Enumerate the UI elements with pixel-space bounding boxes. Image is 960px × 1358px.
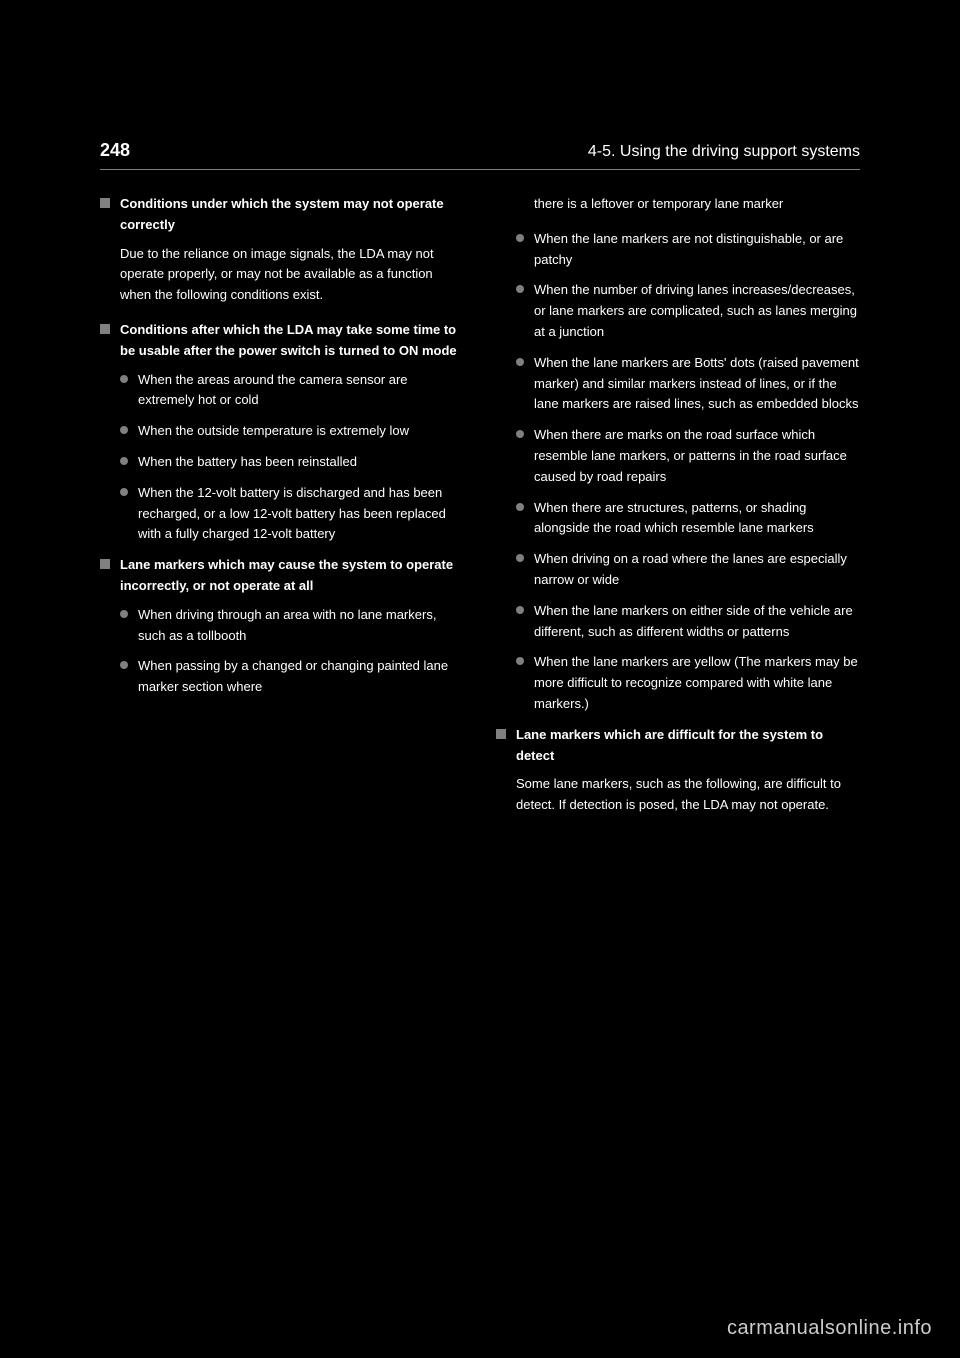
heading-item: Conditions under which the system may no… bbox=[100, 194, 464, 236]
bullet-dot-icon bbox=[120, 375, 128, 383]
bullet-text: When the lane markers are not distinguis… bbox=[534, 229, 860, 271]
bullet-item: When there are marks on the road surface… bbox=[516, 425, 860, 487]
bullet-item: When the lane markers are yellow (The ma… bbox=[516, 652, 860, 714]
section-title: 4-5. Using the driving support systems bbox=[588, 143, 860, 161]
heading-text: Lane markers which are difficult for the… bbox=[516, 725, 860, 767]
square-bullet-icon bbox=[100, 559, 110, 569]
bullet-dot-icon bbox=[516, 358, 524, 366]
bullet-text: When the 12-volt battery is discharged a… bbox=[138, 483, 464, 545]
bullet-dot-icon bbox=[516, 430, 524, 438]
body-text: Some lane markers, such as the following… bbox=[516, 774, 860, 816]
body-text: Due to the reliance on image signals, th… bbox=[120, 244, 464, 306]
bullet-text: When the areas around the camera sensor … bbox=[138, 370, 464, 412]
heading-item: Conditions after which the LDA may take … bbox=[100, 320, 464, 362]
manual-page: 248 4-5. Using the driving support syste… bbox=[0, 0, 960, 870]
bullet-dot-icon bbox=[120, 661, 128, 669]
square-bullet-icon bbox=[100, 324, 110, 334]
bullet-dot-icon bbox=[120, 426, 128, 434]
bullet-dot-icon bbox=[120, 457, 128, 465]
bullet-dot-icon bbox=[516, 285, 524, 293]
content-columns: Conditions under which the system may no… bbox=[100, 194, 860, 830]
bullet-item: When the areas around the camera sensor … bbox=[120, 370, 464, 412]
heading-text: Lane markers which may cause the system … bbox=[120, 555, 464, 597]
bullet-text: When there are structures, patterns, or … bbox=[534, 498, 860, 540]
bullet-text: When the lane markers are yellow (The ma… bbox=[534, 652, 860, 714]
page-header: 248 4-5. Using the driving support syste… bbox=[100, 140, 860, 170]
bullet-text: When driving on a road where the lanes a… bbox=[534, 549, 860, 591]
bullet-text: When driving through an area with no lan… bbox=[138, 605, 464, 647]
bullet-item: When the 12-volt battery is discharged a… bbox=[120, 483, 464, 545]
bullet-dot-icon bbox=[120, 610, 128, 618]
bullet-item: When the lane markers are not distinguis… bbox=[516, 229, 860, 271]
bullet-item: When the number of driving lanes increas… bbox=[516, 280, 860, 342]
bullet-item: When the lane markers are Botts' dots (r… bbox=[516, 353, 860, 415]
heading-item: Lane markers which may cause the system … bbox=[100, 555, 464, 597]
bullet-text: When the lane markers on either side of … bbox=[534, 601, 860, 643]
bullet-item: When the battery has been reinstalled bbox=[120, 452, 464, 473]
bullet-item: When passing by a changed or changing pa… bbox=[120, 656, 464, 698]
bullet-dot-icon bbox=[516, 503, 524, 511]
right-column: there is a leftover or temporary lane ma… bbox=[496, 194, 860, 830]
bullet-text: When the number of driving lanes increas… bbox=[534, 280, 860, 342]
continuation-text: there is a leftover or temporary lane ma… bbox=[534, 194, 860, 215]
page-number: 248 bbox=[100, 140, 130, 161]
bullet-text: When there are marks on the road surface… bbox=[534, 425, 860, 487]
heading-text: Conditions after which the LDA may take … bbox=[120, 320, 464, 362]
bullet-text: When passing by a changed or changing pa… bbox=[138, 656, 464, 698]
left-column: Conditions under which the system may no… bbox=[100, 194, 464, 830]
bullet-dot-icon bbox=[516, 657, 524, 665]
square-bullet-icon bbox=[496, 729, 506, 739]
bullet-item: When the lane markers on either side of … bbox=[516, 601, 860, 643]
bullet-item: When driving on a road where the lanes a… bbox=[516, 549, 860, 591]
bullet-dot-icon bbox=[516, 606, 524, 614]
bullet-text: When the battery has been reinstalled bbox=[138, 452, 357, 473]
bullet-item: When there are structures, patterns, or … bbox=[516, 498, 860, 540]
square-bullet-icon bbox=[100, 198, 110, 208]
bullet-dot-icon bbox=[120, 488, 128, 496]
bullet-item: When driving through an area with no lan… bbox=[120, 605, 464, 647]
heading-item: Lane markers which are difficult for the… bbox=[496, 725, 860, 767]
heading-text: Conditions under which the system may no… bbox=[120, 194, 464, 236]
bullet-dot-icon bbox=[516, 554, 524, 562]
bullet-text: When the outside temperature is extremel… bbox=[138, 421, 409, 442]
watermark: carmanualsonline.info bbox=[727, 1317, 932, 1340]
bullet-dot-icon bbox=[516, 234, 524, 242]
bullet-item: When the outside temperature is extremel… bbox=[120, 421, 464, 442]
bullet-text: When the lane markers are Botts' dots (r… bbox=[534, 353, 860, 415]
